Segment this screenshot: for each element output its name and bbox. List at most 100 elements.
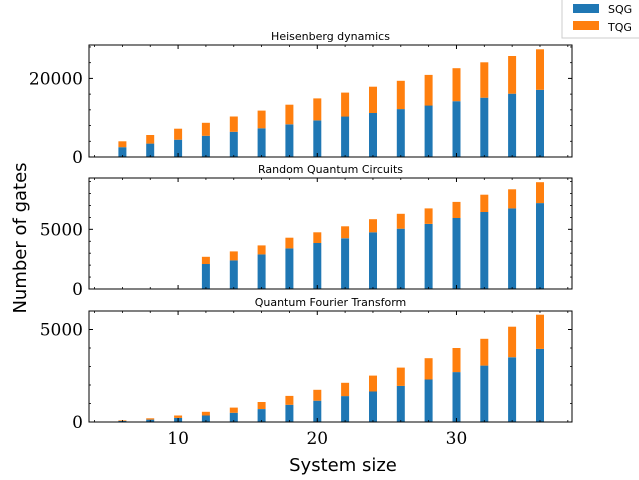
y-tick-label: 5000: [40, 321, 83, 341]
panel-title: Heisenberg dynamics: [271, 30, 390, 43]
bar-sqg: [424, 379, 433, 422]
bar-sqg: [341, 116, 350, 157]
bar-sqg: [341, 238, 350, 289]
bar-tqg: [285, 395, 294, 405]
bar-sqg: [536, 89, 544, 157]
bar-tqg: [201, 411, 210, 416]
bar-tqg: [146, 135, 155, 144]
bar-tqg: [480, 338, 489, 366]
bar-tqg: [396, 367, 405, 386]
bar-sqg: [536, 348, 544, 422]
bar-tqg: [146, 418, 155, 420]
legend-label-tqg: TQG: [607, 21, 632, 34]
y-tick-label: 0: [72, 280, 83, 300]
plot-frame: [88, 310, 573, 423]
bar-sqg: [229, 131, 238, 157]
bar-tqg: [285, 237, 294, 249]
bar-tqg: [257, 402, 266, 409]
bar-sqg: [424, 224, 433, 289]
bar-tqg: [257, 110, 266, 129]
bar-sqg: [452, 372, 461, 422]
panel-1: Heisenberg dynamics 0 20000: [29, 30, 573, 168]
bar-tqg: [452, 68, 461, 102]
legend-swatch-sqg: [573, 4, 599, 13]
bar-tqg: [257, 245, 266, 255]
bar-sqg: [341, 396, 350, 422]
bar-tqg: [229, 251, 238, 261]
bar-tqg: [480, 62, 489, 98]
x-tick-label: 30: [446, 429, 468, 449]
bar-sqg: [201, 415, 210, 422]
bar-tqg: [341, 92, 350, 117]
bar-tqg: [285, 104, 294, 125]
y-tick-label: 0: [72, 148, 83, 168]
bar-sqg: [424, 105, 433, 157]
bar-sqg: [146, 143, 155, 157]
bar-sqg: [536, 203, 544, 289]
bar-tqg: [452, 201, 461, 218]
bar-tqg: [536, 314, 544, 349]
bar-tqg: [201, 256, 210, 264]
bar-tqg: [341, 382, 350, 397]
bar-tqg: [369, 375, 377, 392]
bar-sqg: [508, 93, 517, 157]
bar-tqg: [229, 116, 238, 132]
legend-label-sqg: SQG: [608, 3, 632, 16]
bar-tqg: [201, 122, 210, 136]
legend-swatch-tqg: [573, 21, 599, 30]
bar-sqg: [396, 228, 405, 289]
plot-frame: [88, 177, 573, 290]
bar-tqg: [424, 358, 433, 380]
legend: SQG TQG: [561, 0, 639, 39]
plot-frame: [88, 44, 573, 158]
bar-tqg: [174, 128, 183, 140]
bar-sqg: [508, 208, 517, 289]
bar-sqg: [452, 218, 461, 289]
panel-title: Quantum Fourier Transform: [255, 296, 407, 309]
bar-tqg: [369, 86, 377, 113]
panel-title: Random Quantum Circuits: [258, 163, 403, 176]
bar-sqg: [480, 97, 489, 157]
bar-sqg: [508, 357, 517, 423]
bar-tqg: [229, 407, 238, 413]
bar-sqg: [257, 254, 266, 289]
bar-sqg: [369, 232, 377, 289]
bar-tqg: [313, 98, 322, 121]
bar-tqg: [508, 189, 517, 209]
bar-tqg: [396, 213, 405, 229]
x-tick-label: 20: [306, 429, 328, 449]
bar-tqg: [396, 80, 405, 110]
bar-sqg: [229, 412, 238, 423]
bar-sqg: [285, 248, 294, 289]
panels: Heisenberg dynamics 0 20000 Random Quantum …: [29, 30, 573, 449]
bar-sqg: [396, 385, 405, 422]
bar-sqg: [313, 400, 322, 422]
bar-sqg: [369, 113, 377, 157]
bar-sqg: [201, 263, 210, 289]
bar-tqg: [508, 326, 517, 358]
bar-sqg: [396, 109, 405, 157]
bar-sqg: [313, 243, 322, 289]
bar-tqg: [174, 415, 183, 418]
y-tick-label: 0: [72, 413, 83, 433]
bar-tqg: [369, 219, 377, 233]
bar-sqg: [285, 404, 294, 422]
bar-tqg: [508, 56, 517, 94]
bar-tqg: [341, 226, 350, 239]
bar-sqg: [369, 391, 377, 422]
bar-tqg: [313, 389, 322, 401]
bar-sqg: [285, 124, 294, 157]
bar-tqg: [118, 141, 127, 148]
y-tick-label: 20000: [29, 69, 83, 89]
bar-tqg: [536, 49, 544, 90]
bar-tqg: [480, 194, 489, 212]
bar-sqg: [480, 365, 489, 422]
bar-tqg: [313, 232, 322, 243]
x-axis-label: System size: [289, 455, 397, 476]
bar-sqg: [313, 120, 322, 157]
bar-tqg: [424, 74, 433, 106]
bar-sqg: [257, 128, 266, 157]
bar-sqg: [257, 409, 266, 422]
y-axis-label: Number of gates: [10, 162, 31, 313]
bar-sqg: [174, 139, 183, 157]
